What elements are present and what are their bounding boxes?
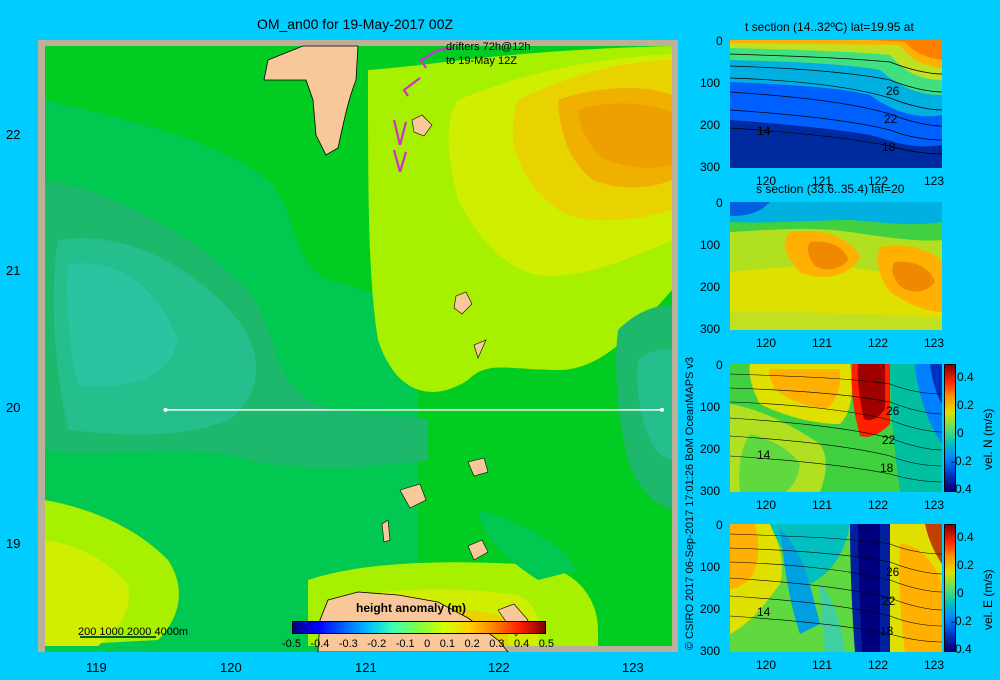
map-lon-tick: 119 bbox=[86, 660, 107, 675]
colorbar-tick: -0.4 bbox=[951, 482, 972, 496]
colorbar-tick: -0.2 bbox=[951, 614, 972, 628]
colorbar-tick: -0.1 bbox=[395, 638, 415, 650]
contour-label: 26 bbox=[886, 84, 900, 98]
colorbar-tick: 0.3 bbox=[489, 638, 505, 650]
land-masses bbox=[263, 45, 529, 652]
map-lat-tick: 19 bbox=[6, 536, 21, 551]
section-lon-tick: 122 bbox=[868, 658, 889, 672]
section-lon-tick: 122 bbox=[868, 336, 889, 350]
contour-label: 14 bbox=[757, 448, 771, 462]
depth-tick: 300 bbox=[700, 644, 721, 658]
main-map bbox=[38, 40, 678, 652]
map-lat-tick: 22 bbox=[6, 127, 21, 142]
colorbar-title: height anomaly (m) bbox=[356, 601, 467, 615]
depth-tick: 0 bbox=[716, 34, 723, 48]
colorbar-tick: -0.5 bbox=[282, 638, 301, 650]
depth-tick: 0 bbox=[716, 196, 723, 210]
depth-tick: 200 bbox=[700, 280, 721, 294]
depth-tick: 300 bbox=[700, 322, 721, 336]
contour-label: 22 bbox=[884, 112, 898, 126]
contour-label: 18 bbox=[882, 140, 896, 154]
colorbar-tick: -0.3 bbox=[338, 638, 358, 650]
colorbar-tick: 0.4 bbox=[513, 638, 530, 650]
depth-legend: 200 1000 2000 4000m bbox=[78, 626, 189, 638]
contour-label: 18 bbox=[880, 624, 894, 638]
drifter-tracks bbox=[392, 46, 454, 173]
section-lon-tick: 121 bbox=[812, 174, 833, 188]
colorbar-tick: 0.4 bbox=[957, 370, 974, 384]
velocity-east-section-plot bbox=[730, 524, 942, 652]
depth-tick: 200 bbox=[700, 602, 721, 616]
section-lon-tick: 123 bbox=[924, 658, 945, 672]
section-lon-tick: 123 bbox=[924, 174, 945, 188]
colorbar-tick: -0.4 bbox=[310, 638, 330, 650]
depth-tick: 100 bbox=[700, 238, 721, 252]
map-lon-tick: 120 bbox=[220, 660, 242, 675]
colorbar-tick: 0.5 bbox=[538, 638, 554, 650]
colorbar-tick: 0.2 bbox=[464, 638, 480, 650]
map-lon-tick: 122 bbox=[488, 660, 510, 675]
section-lon-tick: 120 bbox=[756, 336, 777, 350]
map-lat-tick: 20 bbox=[6, 400, 21, 415]
height-colorbar bbox=[292, 621, 546, 634]
depth-tick: 200 bbox=[700, 442, 721, 456]
section-lon-tick: 120 bbox=[756, 658, 777, 672]
velocity-north-section-plot bbox=[730, 364, 942, 492]
colorbar-ticks: -0.5 -0.4 -0.3 -0.2 -0.1 0 0.1 0.2 0.3 0… bbox=[282, 638, 554, 650]
section-lon-tick: 123 bbox=[924, 336, 945, 350]
colorbar-tick: 0 bbox=[957, 586, 964, 600]
colorbar-tick: 0.2 bbox=[957, 558, 974, 572]
map-title: OM_an00 for 19-May-2017 00Z bbox=[256, 16, 454, 32]
colorbar-tick: 0.2 bbox=[957, 398, 974, 412]
map-lon-tick: 123 bbox=[622, 660, 644, 675]
section-lon-tick: 123 bbox=[924, 498, 945, 512]
colorbar-tick: -0.2 bbox=[367, 638, 387, 650]
colorbar-label: vel. E (m/s) bbox=[981, 569, 995, 630]
colorbar-tick: 0.4 bbox=[957, 530, 974, 544]
colorbar-label: vel. N (m/s) bbox=[981, 408, 995, 470]
section-lon-tick: 121 bbox=[812, 658, 833, 672]
contour-label: 18 bbox=[880, 461, 894, 475]
depth-tick: 300 bbox=[700, 484, 721, 498]
section-lon-tick: 122 bbox=[868, 498, 889, 512]
contour-label: 22 bbox=[882, 433, 896, 447]
panel-title-temperature: t section (14..32ºC) lat=19.95 at bbox=[745, 20, 914, 34]
panel-title-salinity: s section (33.6..35.4) lat=20 bbox=[756, 182, 905, 196]
credit-text: © CSIRO 2017 06-Sep-2017 17:01:26 BoM Oc… bbox=[684, 356, 696, 650]
depth-tick: 100 bbox=[700, 400, 721, 414]
depth-tick: 100 bbox=[700, 560, 721, 574]
depth-tick: 100 bbox=[700, 76, 721, 90]
depth-tick: 300 bbox=[700, 160, 721, 174]
drifter-label-2: to 19-May 12Z bbox=[446, 55, 517, 67]
colorbar-tick: 0 bbox=[424, 638, 431, 650]
colorbar-tick: -0.2 bbox=[951, 454, 972, 468]
colorbar-tick: -0.4 bbox=[951, 642, 972, 656]
depth-tick: 200 bbox=[700, 118, 721, 132]
depth-tick: 0 bbox=[716, 358, 723, 372]
section-lon-tick: 121 bbox=[812, 336, 833, 350]
section-lon-tick: 121 bbox=[812, 498, 833, 512]
contour-label: 22 bbox=[882, 594, 896, 608]
contour-label: 26 bbox=[886, 404, 900, 418]
section-lon-tick: 122 bbox=[868, 174, 889, 188]
velocity-east-colorbar bbox=[944, 524, 956, 652]
contour-label: 14 bbox=[757, 124, 771, 138]
map-lat-tick: 21 bbox=[6, 263, 21, 278]
drifter-label-1: drifters 72h@12h bbox=[446, 41, 531, 53]
section-lon-tick: 120 bbox=[756, 498, 777, 512]
contour-label: 14 bbox=[757, 605, 771, 619]
section-line bbox=[163, 407, 665, 412]
temperature-section-plot bbox=[730, 40, 942, 168]
contour-label: 26 bbox=[886, 565, 900, 579]
colorbar-tick: 0.1 bbox=[439, 638, 455, 650]
velocity-north-colorbar bbox=[944, 364, 956, 492]
map-lon-tick: 121 bbox=[355, 660, 377, 675]
height-anomaly-field bbox=[45, 46, 672, 652]
salinity-section-plot bbox=[730, 202, 942, 330]
depth-tick: 0 bbox=[716, 518, 723, 532]
colorbar-tick: 0 bbox=[957, 426, 964, 440]
section-lon-tick: 120 bbox=[756, 174, 777, 188]
